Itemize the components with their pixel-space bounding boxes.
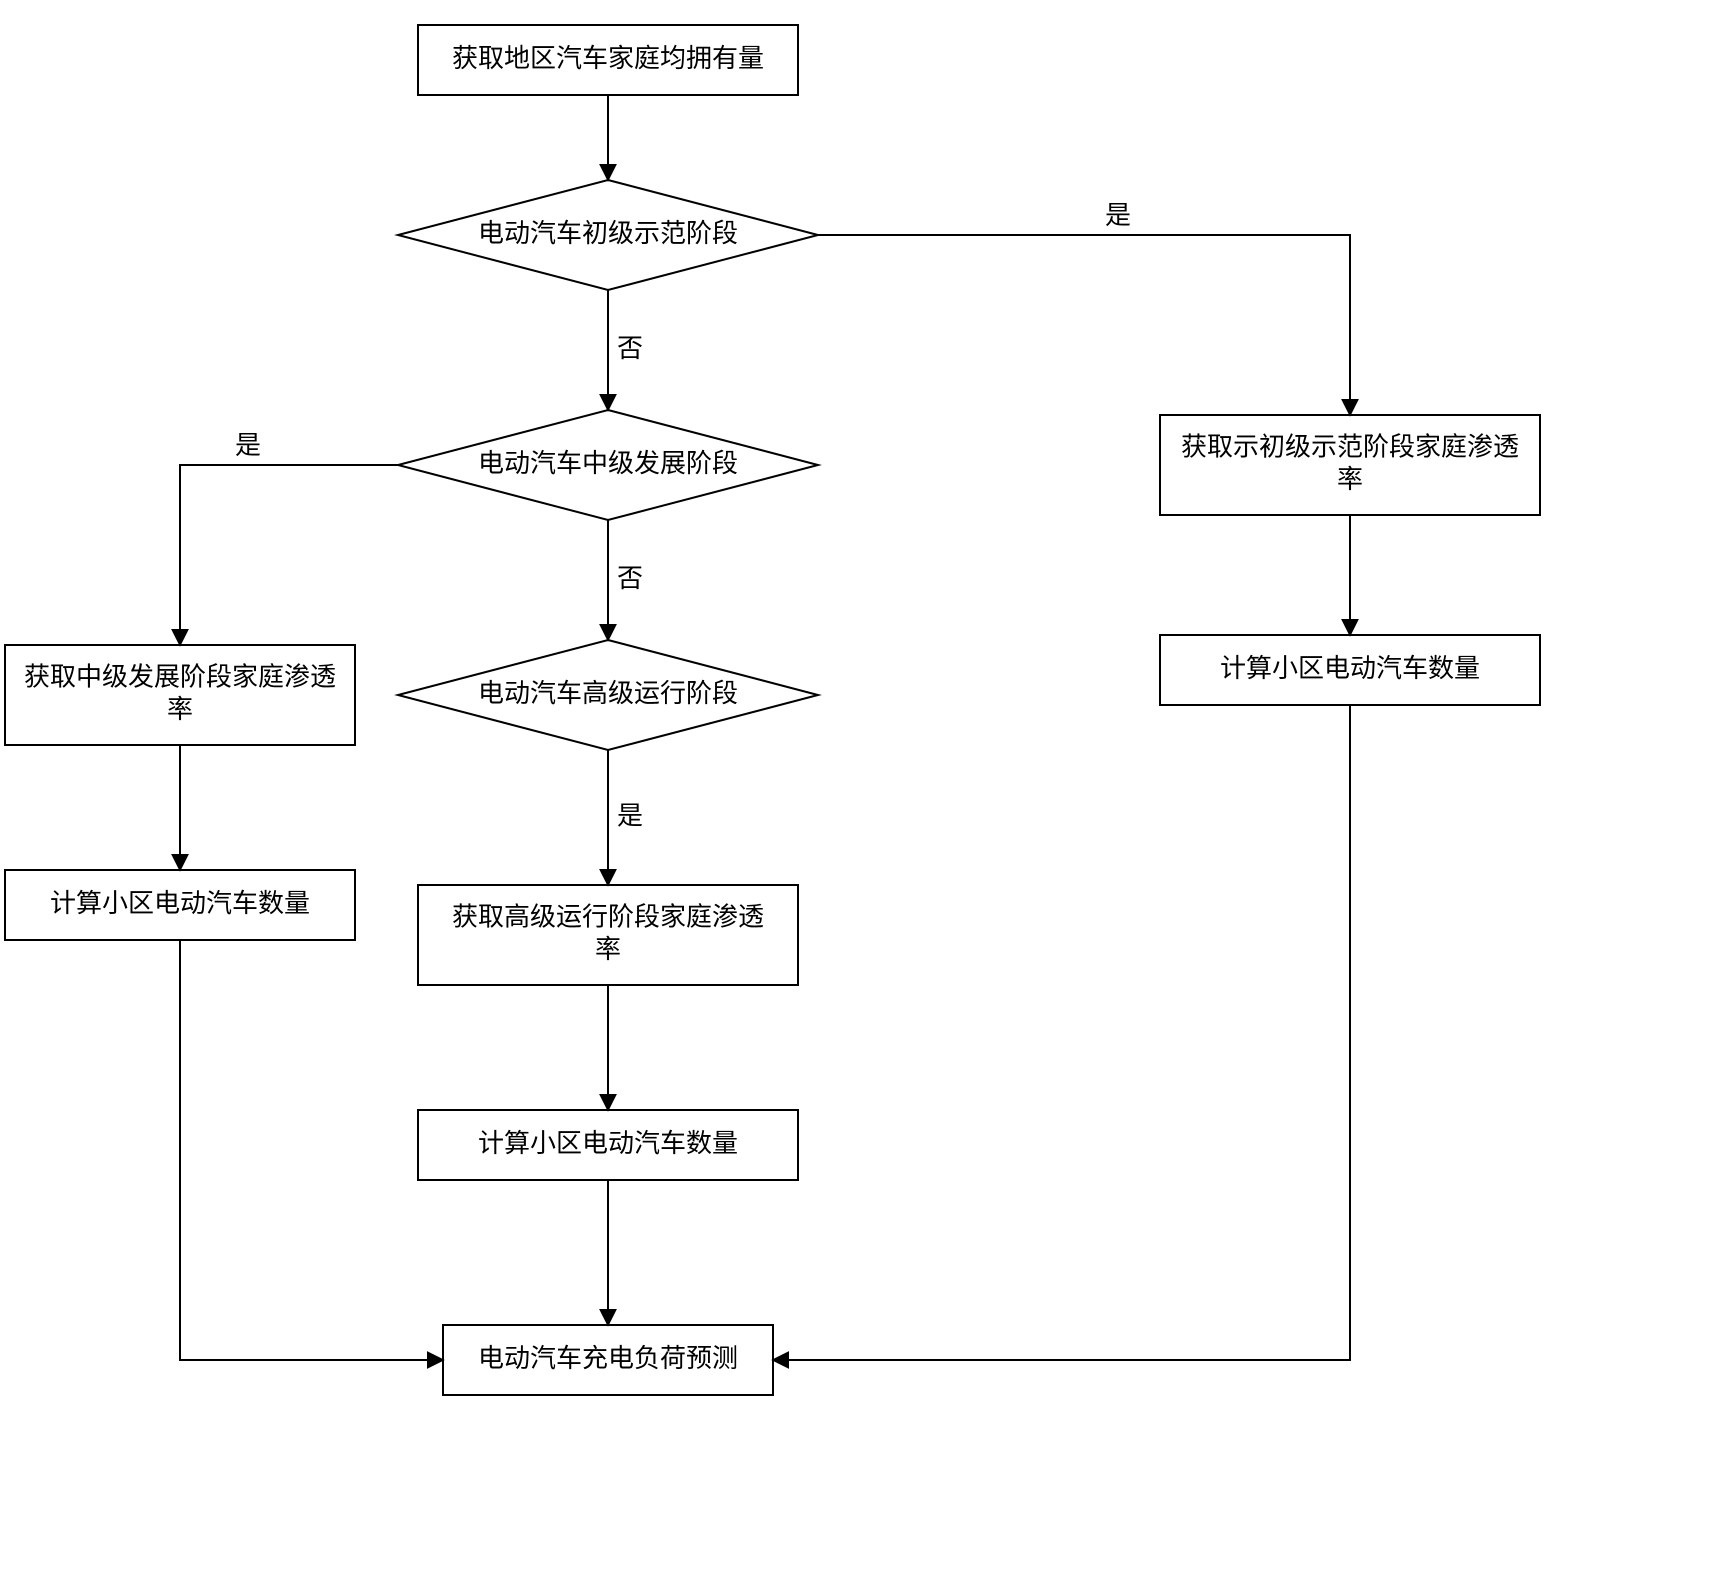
node-d1-label: 电动汽车初级示范阶段 (478, 218, 738, 248)
node-d1: 电动汽车初级示范阶段 (398, 180, 818, 290)
node-r_pen-label: 率 (1337, 464, 1363, 494)
node-c_calc: 计算小区电动汽车数量 (418, 1110, 798, 1180)
node-l_pen-label: 率 (167, 694, 193, 724)
node-final: 电动汽车充电负荷预测 (443, 1325, 773, 1395)
node-l_calc: 计算小区电动汽车数量 (5, 870, 355, 940)
node-d2: 电动汽车中级发展阶段 (398, 410, 818, 520)
node-d3-label: 电动汽车高级运行阶段 (478, 678, 738, 708)
edge-6 (180, 465, 398, 645)
node-c_pen: 获取高级运行阶段家庭渗透率 (418, 885, 798, 985)
node-c_pen-label: 率 (595, 934, 621, 964)
node-l_pen: 获取中级发展阶段家庭渗透率 (5, 645, 355, 745)
edge-9-label: 是 (617, 800, 643, 830)
node-c_calc-label: 计算小区电动汽车数量 (478, 1128, 738, 1158)
edge-8 (180, 940, 443, 1360)
node-c_pen-label: 获取高级运行阶段家庭渗透 (452, 902, 764, 932)
edge-3 (818, 235, 1350, 415)
node-l_calc-label: 计算小区电动汽车数量 (50, 888, 310, 918)
node-final-label: 电动汽车充电负荷预测 (478, 1343, 738, 1373)
node-d2-label: 电动汽车中级发展阶段 (478, 448, 738, 478)
node-d3: 电动汽车高级运行阶段 (398, 640, 818, 750)
node-start: 获取地区汽车家庭均拥有量 (418, 25, 798, 95)
edge-6-label: 是 (235, 430, 261, 460)
node-start-label: 获取地区汽车家庭均拥有量 (452, 43, 764, 73)
node-r_calc: 计算小区电动汽车数量 (1160, 635, 1540, 705)
edge-3-label: 是 (1105, 200, 1131, 230)
edge-1-label: 否 (617, 333, 643, 363)
edge-2-label: 否 (617, 563, 643, 593)
edge-5 (773, 705, 1350, 1360)
node-r_pen-label: 获取示初级示范阶段家庭渗透 (1181, 432, 1519, 462)
node-r_calc-label: 计算小区电动汽车数量 (1220, 653, 1480, 683)
node-l_pen-label: 获取中级发展阶段家庭渗透 (24, 662, 336, 692)
node-r_pen: 获取示初级示范阶段家庭渗透率 (1160, 415, 1540, 515)
